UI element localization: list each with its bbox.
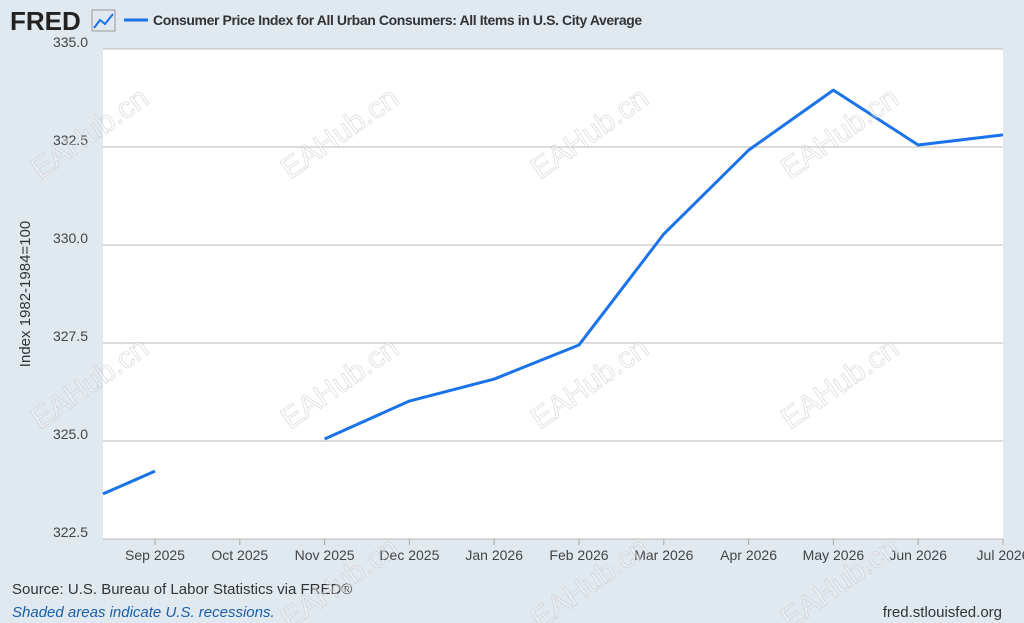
x-tick-label: Jul 2026 — [977, 547, 1024, 563]
x-tick-label: Dec 2025 — [379, 547, 439, 563]
watermark: EAHub.cn — [275, 531, 405, 623]
x-tick-label: Sep 2025 — [125, 547, 185, 563]
logo-icon-frame — [91, 9, 116, 32]
y-axis-label: Index 1982-1984=100 — [17, 221, 34, 367]
watermark: EAHub.cn — [525, 531, 655, 623]
x-tick-label: Nov 2025 — [295, 547, 355, 563]
y-tick-label: 327.5 — [53, 328, 88, 344]
source-note: Source: U.S. Bureau of Labor Statistics … — [12, 581, 352, 598]
x-tick-label: Oct 2025 — [211, 547, 268, 563]
y-tick-label: 322.5 — [53, 524, 88, 540]
data-line — [102, 88, 1004, 496]
y-tick-label: 325.0 — [53, 426, 88, 442]
recession-note: Shaded areas indicate U.S. recessions. — [12, 604, 275, 621]
x-tick-label: Apr 2026 — [720, 547, 777, 563]
x-tick-label: Jan 2026 — [465, 547, 523, 563]
chart-title: Consumer Price Index for All Urban Consu… — [153, 12, 642, 28]
x-tick-label: Jun 2026 — [889, 547, 947, 563]
x-tick-label: Feb 2026 — [549, 547, 608, 563]
y-tick-label: 330.0 — [53, 230, 88, 246]
site-link[interactable]: fred.stlouisfed.org — [883, 604, 1002, 621]
x-tick-label: Mar 2026 — [634, 547, 693, 563]
x-tick-label: May 2026 — [803, 547, 865, 563]
y-tick-label: 332.5 — [53, 132, 88, 148]
plot-area — [103, 49, 1003, 539]
logo-icon — [93, 13, 114, 29]
brand-logo[interactable]: FRED — [10, 6, 81, 36]
y-tick-label: 335.0 — [53, 34, 88, 50]
